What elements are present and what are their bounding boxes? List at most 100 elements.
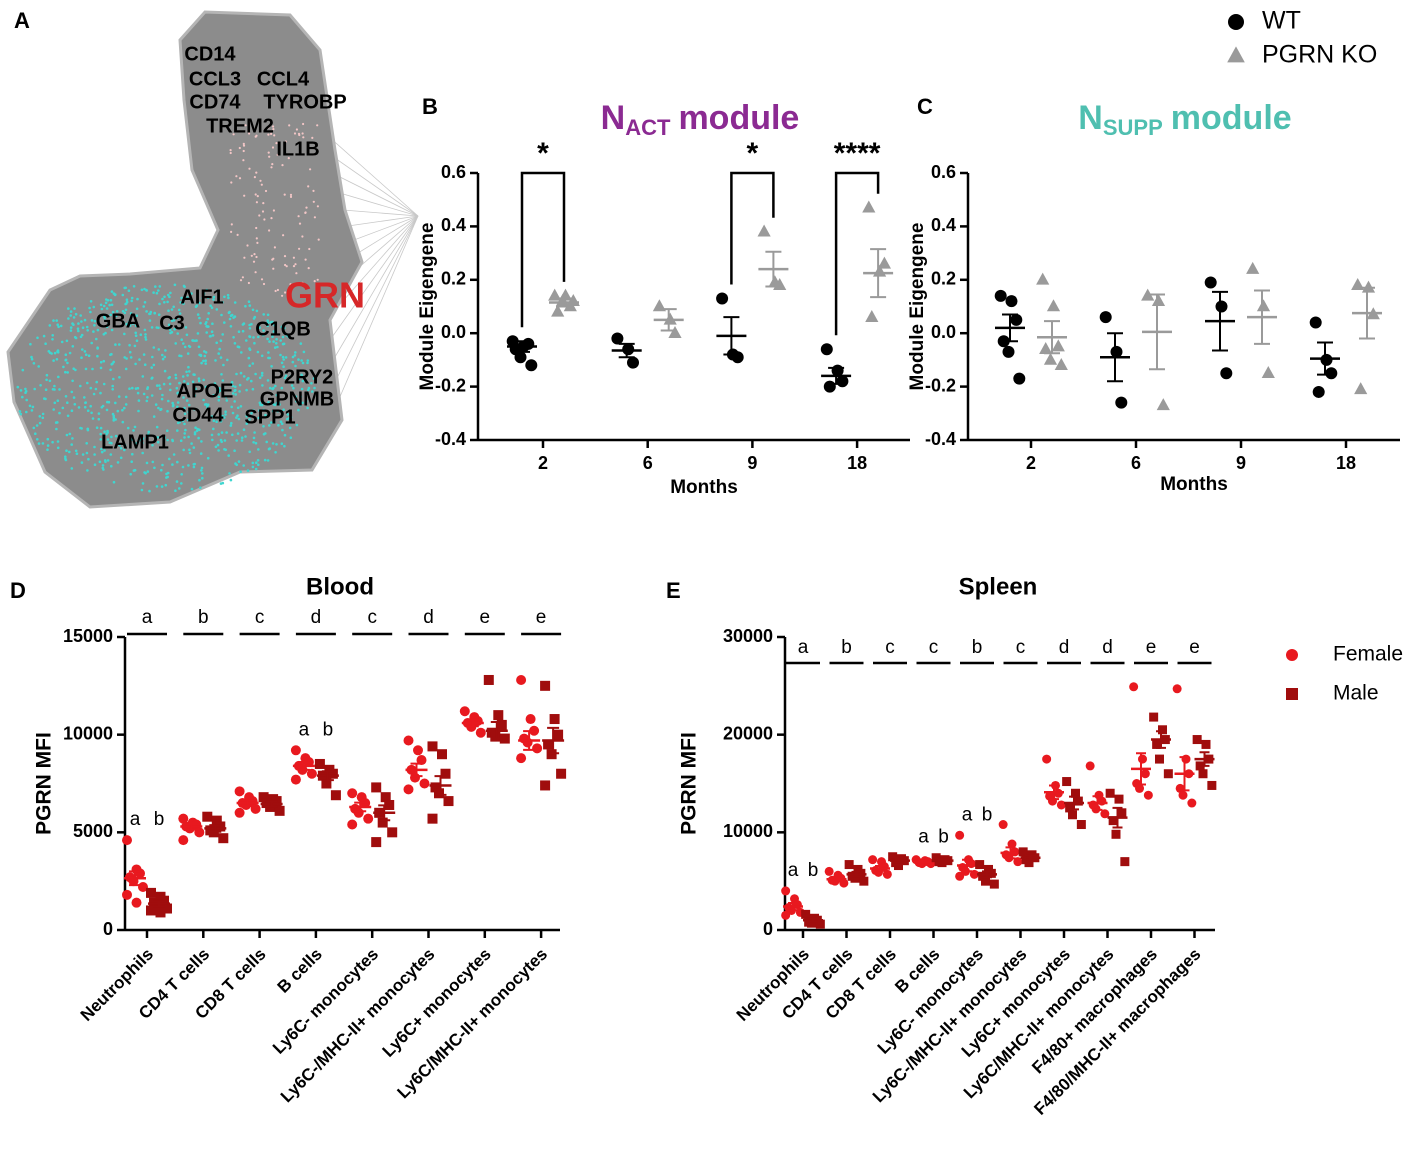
node <box>186 418 190 422</box>
node <box>72 316 76 319</box>
node <box>291 355 295 359</box>
node <box>215 308 219 311</box>
node <box>56 446 60 450</box>
data-point <box>532 743 543 754</box>
node <box>153 466 156 470</box>
y-tick-label: 10000 <box>63 723 113 743</box>
chart: -0.4 -0.2 0.0 0.2 0.4 0.6 2 6 9 18 Module Eigengen… <box>417 7 1377 498</box>
node <box>297 358 300 361</box>
node <box>196 332 200 335</box>
node <box>57 325 60 329</box>
node <box>110 464 113 468</box>
node <box>182 448 185 452</box>
data-point <box>1114 794 1124 804</box>
node <box>46 448 49 452</box>
node <box>185 333 189 337</box>
gene-label: CD74 <box>189 91 241 113</box>
node <box>160 397 164 401</box>
node <box>267 126 270 129</box>
node <box>194 387 197 391</box>
node <box>313 386 316 390</box>
node <box>273 346 277 349</box>
node <box>230 313 234 317</box>
node <box>187 464 190 467</box>
node <box>195 339 198 342</box>
gene-label: SPP1 <box>244 406 295 428</box>
node <box>73 403 77 406</box>
node <box>206 456 210 460</box>
data-point <box>363 813 374 824</box>
node <box>274 384 277 388</box>
node <box>114 293 117 296</box>
node <box>264 189 268 193</box>
node <box>112 480 116 484</box>
node <box>51 440 54 444</box>
node <box>90 411 93 415</box>
node <box>268 340 271 343</box>
node <box>298 222 302 225</box>
node <box>230 405 233 409</box>
data-point <box>1054 358 1068 371</box>
node <box>79 426 82 430</box>
node <box>137 409 140 413</box>
node <box>247 300 251 304</box>
node <box>142 392 146 396</box>
node <box>301 281 304 284</box>
node <box>199 321 202 325</box>
panel-label: C <box>917 94 933 119</box>
node <box>99 432 102 436</box>
data-point <box>1065 803 1075 813</box>
node <box>64 353 68 357</box>
node <box>262 408 266 412</box>
node <box>197 345 201 349</box>
node <box>93 445 96 449</box>
node <box>56 350 59 353</box>
node <box>275 338 278 341</box>
legend-label: Female <box>1333 643 1403 666</box>
node <box>282 408 285 412</box>
node <box>158 302 161 306</box>
node <box>80 461 84 464</box>
node <box>306 406 309 410</box>
node <box>100 406 104 409</box>
point-letter: a <box>299 719 310 740</box>
node <box>116 409 120 413</box>
node <box>110 441 113 445</box>
node <box>111 384 114 388</box>
node <box>21 395 24 399</box>
node <box>240 439 244 442</box>
data-point <box>1220 367 1233 380</box>
node <box>294 364 297 368</box>
node <box>317 284 320 288</box>
gene-label: C1QB <box>255 318 311 340</box>
node <box>114 434 118 438</box>
node <box>146 433 150 437</box>
data-point <box>327 768 338 779</box>
data-point <box>1156 398 1170 411</box>
data-point <box>815 919 825 929</box>
y-tick-label: 0 <box>763 919 773 939</box>
node <box>64 458 68 462</box>
data-point <box>440 768 451 779</box>
node <box>307 388 310 392</box>
node <box>236 406 240 410</box>
group-letter: c <box>885 637 895 658</box>
node <box>198 301 201 305</box>
node <box>217 433 220 436</box>
node <box>295 272 298 275</box>
node <box>86 428 90 432</box>
node <box>248 304 252 307</box>
point-letter: b <box>154 809 165 830</box>
node <box>123 448 126 452</box>
data-point <box>1312 385 1325 398</box>
node <box>92 330 95 333</box>
node <box>97 321 100 325</box>
node <box>125 300 129 304</box>
data-point <box>1261 366 1275 379</box>
data-point <box>668 326 682 338</box>
node <box>188 448 191 452</box>
node <box>245 412 249 416</box>
node <box>130 460 133 464</box>
node <box>229 478 233 482</box>
node <box>259 403 262 407</box>
